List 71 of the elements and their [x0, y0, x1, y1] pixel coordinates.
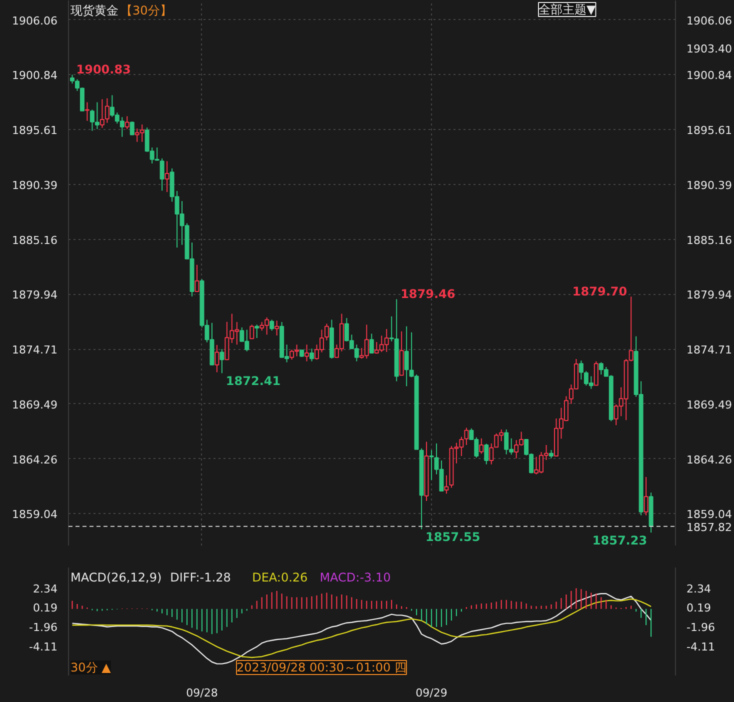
candlestick: [194, 264, 200, 292]
y2-tick-label: 1879.94: [686, 288, 732, 302]
annotation: 1900.83: [76, 62, 131, 77]
candlestick: [274, 320, 280, 336]
y-tick-label: 1900.84: [12, 69, 58, 82]
annotation: 1857.55: [426, 530, 480, 544]
y-tick-label: 1859.04: [12, 508, 58, 522]
y2-tick-label: -4.11: [686, 640, 715, 654]
y-tick-label: 1864.26: [12, 453, 58, 466]
line-series: [72, 598, 652, 658]
y2-tick-label: 2.34: [686, 582, 711, 596]
y2-tick-label: -1.96: [686, 621, 715, 634]
annotation: 1872.41: [226, 374, 281, 388]
candlestick: [130, 121, 134, 136]
candlestick: [444, 474, 449, 494]
candlestick: [214, 344, 220, 373]
candlestick: [84, 102, 90, 122]
candlestick: [270, 319, 274, 332]
annotation: 1879.46: [400, 287, 456, 302]
y-tick-label: 0.19: [33, 602, 58, 615]
annotation: 全部主题▼: [538, 2, 596, 16]
chart-subtitle: 【30分】: [120, 4, 172, 18]
text: DIFF:-1.28: [170, 570, 231, 584]
candlestick: [484, 443, 489, 465]
y-tick-label: 1890.39: [12, 178, 58, 192]
annotation: 30分 ▲: [70, 660, 112, 674]
y-tick-label: -1.96: [29, 621, 58, 634]
y-tick-label: 1885.16: [12, 234, 58, 247]
y-tick-label: 1906.06: [12, 14, 58, 28]
y2-tick-label: 1900.84: [686, 69, 732, 82]
y-tick-label: 1874.71: [12, 344, 58, 357]
candlestick: [254, 324, 260, 338]
y2-tick-label: 1903.40: [686, 42, 732, 56]
candlestick: [220, 348, 224, 374]
y2-tick-label: 1869.49: [686, 398, 732, 412]
candlestick: [304, 344, 310, 362]
series-label: MACD:-3.10: [320, 570, 391, 584]
y2-tick-label: 1890.39: [686, 178, 732, 192]
annotation: 1879.70: [572, 284, 628, 299]
y2-tick-label: 1895.61: [686, 124, 732, 138]
candlestick: [369, 333, 374, 354]
y2-tick-label: 1864.26: [686, 453, 732, 466]
candlestick: [594, 360, 598, 386]
text: DEA:0.26: [252, 570, 308, 584]
candlestick: [164, 160, 170, 193]
candlestick: [464, 427, 469, 446]
candlestick: [479, 438, 484, 454]
y-tick-label: 1879.94: [12, 288, 58, 302]
y2-tick-label: 1874.71: [686, 344, 732, 357]
candlestick: [310, 348, 314, 362]
candlestick: [124, 116, 130, 130]
candlestick: [578, 360, 584, 380]
chart-title: 现货黄金: [70, 4, 118, 18]
candlestick: [324, 323, 329, 341]
x-tick-label: 09/28: [186, 686, 218, 700]
x-tick-label: 09/29: [416, 686, 448, 700]
y-tick-label: 1869.49: [12, 398, 58, 412]
annotation: 2023/09/28 00:30～01:00 四: [236, 660, 406, 674]
candlestick: [250, 324, 254, 340]
y2-tick-label: 0.19: [686, 602, 711, 615]
candlestick: [644, 476, 648, 516]
y2-tick-label: 1859.04: [686, 508, 732, 522]
chart-title: MACD(26,12,9): [70, 570, 162, 584]
annotation: 1857.23: [592, 534, 648, 548]
y-tick-label: -4.11: [29, 640, 58, 654]
candlestick: [160, 158, 164, 192]
ref-line-label: 1857.82: [686, 520, 732, 534]
y-tick-label: 2.34: [33, 582, 58, 596]
y2-tick-label: 1906.06: [686, 14, 732, 28]
y-tick-label: 1895.61: [12, 124, 58, 138]
y2-tick-label: 1885.16: [686, 234, 732, 247]
